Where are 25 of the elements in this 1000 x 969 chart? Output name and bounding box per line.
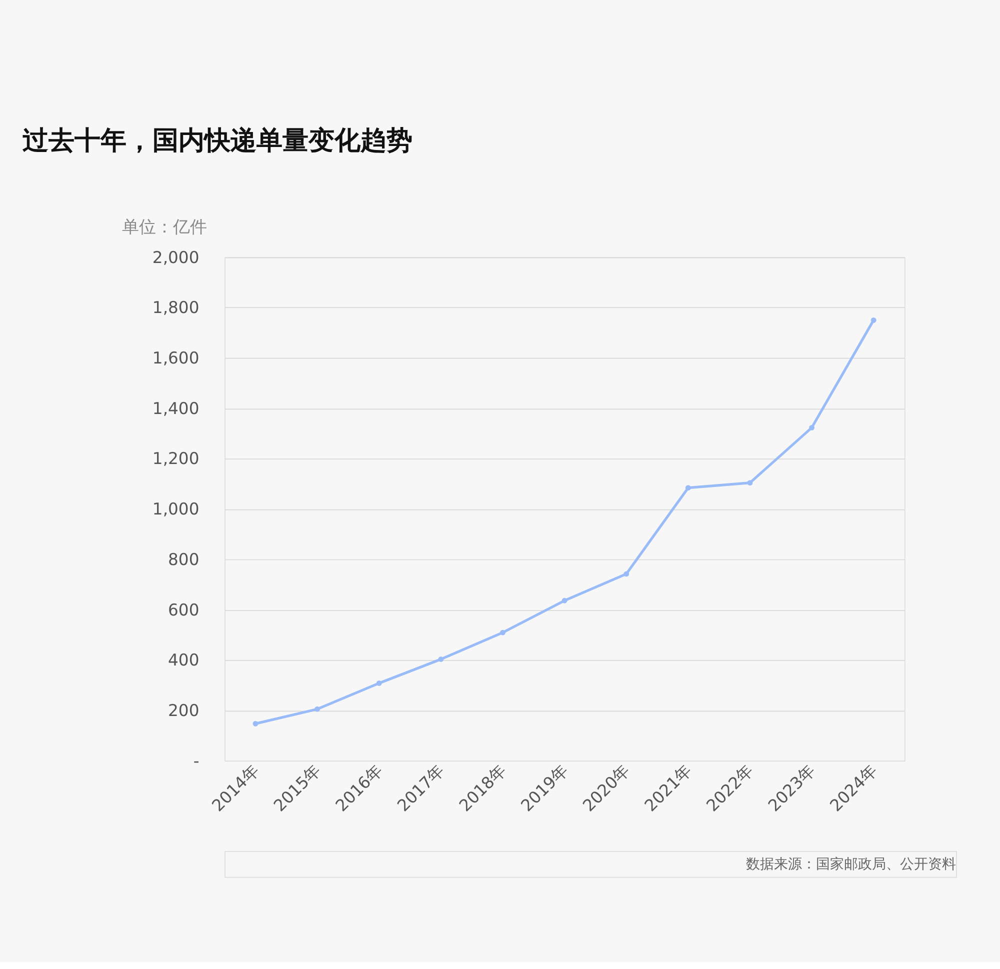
point — [562, 598, 568, 604]
y-tick-label: 1,800 — [152, 298, 200, 318]
point — [624, 571, 630, 577]
y-tick-label: 800 — [168, 550, 200, 569]
y-tick-label: 1,000 — [152, 500, 200, 519]
point — [809, 424, 814, 430]
y-tick-label: 1,400 — [152, 398, 200, 418]
source-note: 数据来源：国家邮政局、公开资料 — [746, 856, 956, 872]
point — [252, 720, 258, 726]
point — [747, 480, 753, 486]
point — [376, 680, 382, 686]
y-tick-label: 2,000 — [152, 248, 200, 267]
y-tick-label: 1,600 — [152, 348, 200, 368]
y-tick-label: 600 — [168, 600, 200, 620]
y-tick-label: 1,200 — [152, 449, 200, 468]
point — [314, 706, 320, 712]
chart-title: 过去十年，国内快递单量变化趋势 — [21, 126, 412, 156]
point — [870, 317, 876, 323]
y-tick-label: 400 — [168, 650, 200, 670]
point — [685, 485, 691, 491]
y-tick-label: - — [193, 751, 200, 770]
point — [438, 656, 444, 662]
y-tick-label: 200 — [168, 700, 200, 720]
point — [500, 630, 506, 636]
y-axis-title: 单位：亿件 — [122, 218, 207, 238]
